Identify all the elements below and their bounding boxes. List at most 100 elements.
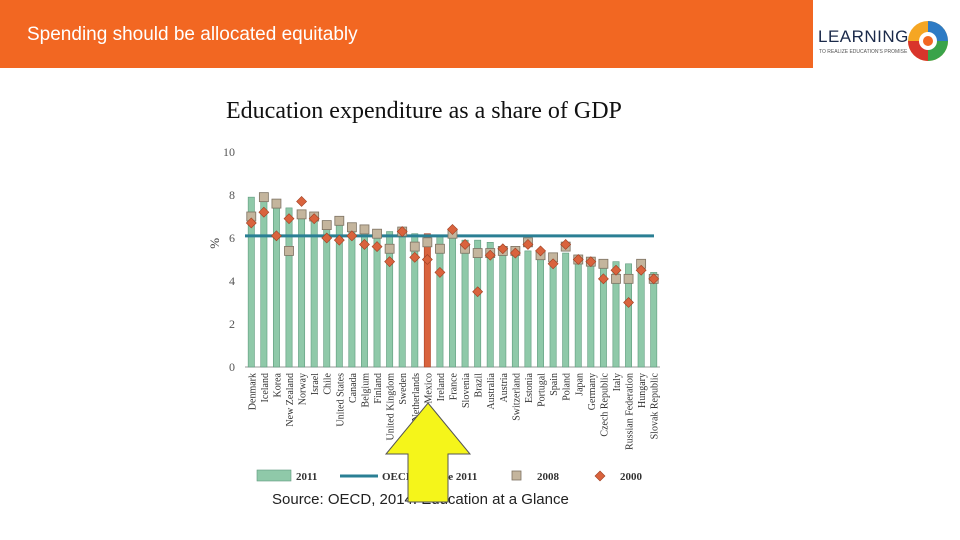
marker-2008 (611, 273, 621, 284)
bar-russian-federation (625, 263, 633, 368)
bar-israel (310, 216, 318, 368)
marker-2000 (560, 239, 572, 250)
x-tick-label: Brazil (474, 373, 485, 398)
x-tick-label: Slovenia (461, 372, 472, 408)
bar-iceland (260, 201, 268, 368)
x-tick-label: Chile (323, 372, 334, 394)
marker-2000 (245, 217, 257, 229)
marker-2008 (258, 192, 269, 203)
x-tick-label: Norway (298, 373, 309, 405)
marker-2000 (623, 297, 634, 308)
legend-swatch-2000 (594, 470, 606, 482)
marker-2000 (409, 251, 421, 263)
slide-title: Education expenditure as a share of GDP (226, 98, 622, 124)
x-tick-label: Slovak Republic (650, 372, 661, 439)
x-tick-label: Japan (574, 373, 585, 396)
x-tick-label: Canada (348, 372, 359, 403)
marker-2000 (421, 254, 433, 265)
marker-2000 (396, 226, 408, 237)
marker-2000 (434, 266, 446, 278)
x-tick-label: Poland (562, 373, 573, 401)
marker-2000 (321, 232, 333, 244)
x-tick-label: Hungary (637, 373, 648, 408)
x-tick-label: Netherlands (411, 373, 422, 421)
bar-slovenia (461, 239, 469, 368)
marker-2008 (296, 209, 307, 220)
y-tick-label: 6 (229, 231, 235, 245)
marker-2000 (484, 249, 496, 261)
x-tick-label: Sweden (398, 373, 409, 405)
marker-2008 (321, 220, 332, 230)
marker-2000 (585, 256, 597, 268)
marker-2000 (359, 239, 370, 250)
marker-2008 (334, 215, 345, 226)
y-tick-label: 2 (229, 317, 235, 331)
x-tick-label: France (449, 372, 460, 400)
marker-2000 (572, 254, 584, 265)
marker-2000 (271, 230, 282, 242)
legend-swatch-2008 (511, 470, 522, 481)
bar-denmark (247, 196, 255, 368)
y-tick-label: 8 (229, 188, 235, 202)
x-tick-label: Iceland (260, 373, 271, 402)
marker-2000 (547, 258, 559, 270)
x-tick-label: Mexico (423, 373, 434, 404)
x-tick-label: Ireland (436, 373, 447, 401)
x-tick-label: Israel (310, 373, 321, 395)
marker-2000 (258, 206, 270, 218)
x-tick-label: Finland (373, 373, 384, 404)
marker-2000 (371, 241, 383, 253)
yellow-arrow-icon (384, 402, 472, 503)
bar-portugal (537, 250, 544, 368)
x-tick-label: Czech Republic (599, 372, 610, 436)
marker-2000 (333, 234, 345, 246)
marker-2000 (610, 264, 622, 276)
legend-label-2008: 2008 (537, 471, 560, 483)
bar-new-zealand (285, 207, 293, 368)
bar-hungary (637, 263, 645, 368)
x-tick-label: Austria (499, 372, 510, 402)
marker-2000 (283, 213, 295, 225)
bar-netherlands (411, 233, 419, 368)
logo-text: LEARNING (818, 27, 909, 46)
x-tick-label: Denmark (247, 373, 258, 410)
marker-2000 (648, 273, 660, 285)
bar-germany (587, 257, 595, 368)
bar-ireland (436, 235, 444, 368)
bar-united-kingdom (386, 231, 394, 368)
marker-2008 (372, 228, 382, 239)
marker-2000 (308, 213, 320, 225)
x-tick-label: United Kingdom (386, 373, 397, 441)
marker-2008 (435, 243, 445, 254)
bar-poland (562, 252, 570, 368)
bar-japan (574, 254, 582, 368)
marker-2000 (447, 223, 458, 235)
bar-spain (549, 252, 557, 368)
marker-2000 (522, 239, 534, 250)
y-axis-label: % (207, 238, 222, 249)
marker-2008 (359, 224, 370, 235)
x-tick-label: United States (335, 373, 346, 427)
x-tick-label: Portugal (537, 373, 548, 407)
marker-2000 (296, 196, 308, 207)
y-tick-label: 4 (229, 274, 235, 288)
marker-2008 (284, 246, 294, 256)
logo-emblem-icon (908, 21, 948, 61)
bar-australia (486, 242, 494, 368)
marker-2008 (271, 198, 282, 209)
bar-canada (348, 224, 356, 368)
x-tick-label: Russian Federation (625, 373, 636, 450)
bar-austria (499, 246, 507, 368)
bar-france (449, 235, 456, 368)
legend-label-2000: 2000 (620, 471, 643, 483)
bar-slovak-republic (650, 272, 658, 368)
legend-swatch-2011 (256, 469, 292, 482)
marker-2008 (598, 258, 609, 269)
marker-2000 (459, 239, 471, 250)
marker-2008 (472, 248, 483, 258)
marker-2008 (422, 237, 433, 248)
marker-2008 (384, 243, 395, 254)
x-tick-label: Spain (549, 373, 560, 396)
marker-2000 (472, 286, 484, 298)
marker-2008 (346, 222, 357, 233)
